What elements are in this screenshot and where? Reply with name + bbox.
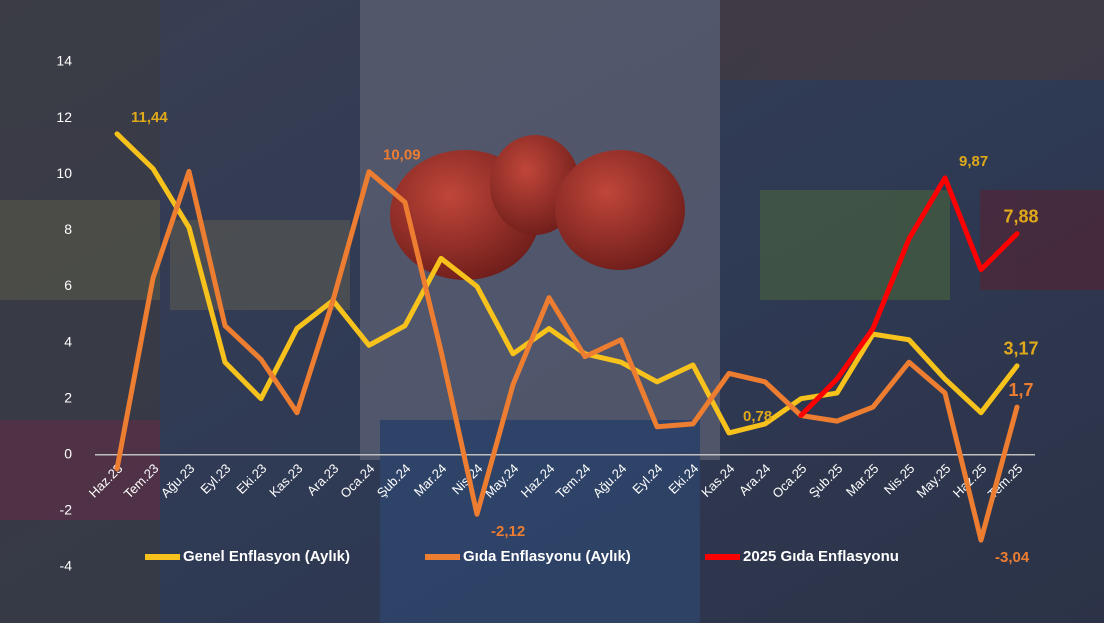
value-label: 11,44: [131, 109, 168, 126]
series-line: [114, 168, 1020, 543]
y-tick-label: 0: [64, 445, 72, 461]
legend-label: Genel Enflasyon (Aylık): [183, 548, 350, 565]
series-line: [798, 175, 1020, 418]
value-label: -3,04: [995, 549, 1030, 566]
value-label: 0,78: [743, 408, 772, 425]
legend-label: Gıda Enflasyonu (Aylık): [463, 548, 631, 565]
y-tick-label: -2: [60, 502, 73, 518]
value-label: 7,88: [1003, 206, 1038, 226]
y-tick-label: 2: [64, 389, 72, 405]
value-label: 10,09: [383, 147, 421, 164]
y-tick-label: 10: [56, 165, 72, 181]
y-tick-label: 12: [56, 109, 72, 125]
tomatoes: [390, 135, 685, 280]
y-tick-label: 4: [64, 333, 72, 349]
y-tick-label: -4: [60, 558, 73, 574]
y-tick-label: 14: [56, 53, 72, 69]
value-label: 1,7: [1008, 380, 1033, 400]
legend-label: 2025 Gıda Enflasyonu: [743, 548, 899, 565]
y-tick-label: 6: [64, 277, 72, 293]
value-label: 3,17: [1003, 339, 1038, 359]
series-line: [114, 131, 1020, 436]
y-tick-label: 8: [64, 221, 72, 237]
value-label: 9,87: [959, 153, 988, 170]
value-label: -2,12: [491, 523, 525, 540]
